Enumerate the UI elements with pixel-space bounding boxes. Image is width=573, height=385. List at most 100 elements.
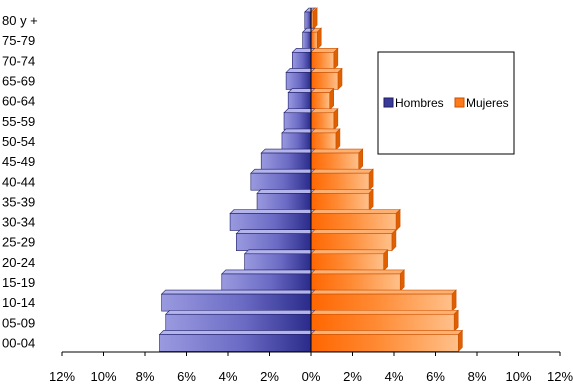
y-tick-label: 30-34: [2, 215, 35, 230]
bar-top-face: [229, 209, 316, 214]
bar-mujeres-00-04: [310, 329, 464, 353]
y-tick-label: 35-39: [2, 194, 35, 209]
bar-top-face: [310, 68, 343, 73]
bar-top-face: [310, 148, 364, 154]
bar-front-face: [287, 92, 312, 110]
bar-top-face: [310, 168, 374, 174]
bar-front-face: [310, 92, 330, 110]
bar-side-face: [368, 168, 374, 191]
x-tick-label: 10%: [90, 369, 116, 384]
bar-front-face: [281, 132, 312, 151]
bar-mujeres-05-09: [310, 309, 459, 332]
bar-hombres-25-29: [235, 228, 316, 252]
bar-mujeres-60-64: [310, 87, 335, 111]
y-tick-label: 40-44: [2, 174, 35, 189]
x-tick-label: 0%: [302, 369, 321, 384]
bar-front-face: [229, 213, 312, 231]
bar-front-face: [310, 253, 384, 272]
bar-mujeres-25-29: [310, 228, 397, 252]
bar-hombres-15-19: [221, 269, 316, 292]
bar-front-face: [302, 31, 312, 50]
bar-side-face: [333, 108, 339, 131]
bar-mujeres-40-44: [310, 168, 374, 191]
bar-side-face: [391, 228, 397, 252]
y-tick-label: 05-09: [2, 315, 35, 330]
bar-front-face: [310, 112, 335, 131]
bar-side-face: [451, 289, 457, 312]
bar-hombres-00-04: [158, 329, 316, 353]
bar-side-face: [333, 47, 339, 71]
plot-area: [158, 7, 464, 353]
legend-label-mujeres: Mujeres: [466, 96, 509, 110]
y-tick-label: 70-74: [2, 53, 35, 68]
bar-top-face: [310, 269, 405, 275]
bar-front-face: [310, 72, 339, 90]
bar-hombres-40-44: [250, 168, 316, 191]
y-tick-label: 10-14: [2, 295, 35, 310]
bar-side-face: [453, 309, 459, 332]
bar-hombres-20-24: [243, 249, 316, 272]
x-tick-label: 2%: [343, 369, 362, 384]
bar-top-face: [260, 148, 316, 154]
bar-front-face: [310, 213, 397, 231]
bar-top-face: [235, 229, 316, 234]
bar-front-face: [304, 11, 312, 30]
y-axis: 80 y + 75-79 70-74 65-69 60-64 55-59 50-54 45-4…: [2, 13, 38, 350]
bar-front-face: [292, 51, 312, 70]
bar-front-face: [310, 152, 360, 171]
y-tick-label: 80 y +: [2, 13, 38, 28]
bar-front-face: [310, 334, 459, 352]
bar-mujeres-75-79: [310, 27, 322, 50]
bar-front-face: [310, 132, 337, 151]
y-tick-label: 60-64: [2, 94, 35, 109]
x-axis: 12% 10% 8% 6% 4% 2% 0% 2% 4% 6% 8% 10% 12%: [49, 351, 573, 384]
y-tick-label: 00-04: [2, 335, 35, 350]
bar-front-face: [159, 334, 312, 352]
y-tick-label: 25-29: [2, 235, 35, 250]
y-tick-label: 45-49: [2, 154, 35, 169]
bar-side-face: [458, 329, 463, 353]
bar-side-face: [312, 7, 318, 30]
y-tick-label: 20-24: [2, 255, 35, 270]
bar-top-face: [310, 309, 459, 315]
bar-hombres-05-09: [165, 309, 316, 332]
bar-front-face: [250, 172, 312, 191]
x-tick-label: 4%: [219, 369, 238, 384]
x-tick-label: 10%: [505, 369, 531, 384]
bar-top-face: [310, 128, 341, 134]
x-tick-label: 6%: [177, 369, 196, 384]
y-tick-label: 55-59: [2, 114, 35, 129]
bar-side-face: [329, 87, 334, 111]
bar-front-face: [310, 193, 370, 211]
bar-top-face: [310, 330, 464, 335]
x-tick-label: 12%: [547, 369, 573, 384]
bar-front-face: [244, 253, 312, 272]
bar-side-face: [395, 208, 401, 232]
bar-top-face: [281, 128, 316, 134]
bar-front-face: [310, 293, 453, 312]
bar-top-face: [243, 249, 316, 255]
bar-mujeres-65-69: [310, 67, 343, 91]
bar-top-face: [310, 289, 457, 295]
bar-side-face: [337, 67, 343, 91]
bar-front-face: [310, 233, 393, 251]
bar-hombres-30-34: [229, 208, 316, 232]
bar-side-face: [399, 269, 405, 292]
bar-side-face: [368, 188, 374, 212]
bar-mujeres-70-74: [310, 47, 339, 71]
bar-hombres-50-54: [281, 128, 316, 151]
bar-mujeres-20-24: [310, 249, 389, 272]
bar-front-face: [283, 112, 312, 131]
bar-top-face: [310, 189, 374, 194]
bar-front-face: [310, 313, 455, 332]
bar-top-face: [221, 269, 316, 275]
x-tick-label: 6%: [426, 369, 445, 384]
y-tick-label: 15-19: [2, 275, 35, 290]
bar-side-face: [358, 148, 364, 171]
bar-mujeres-55-59: [310, 108, 339, 131]
bar-front-face: [310, 172, 370, 191]
x-tick-label: 8%: [468, 369, 487, 384]
bar-side-face: [383, 249, 388, 272]
x-tick-label: 4%: [385, 369, 404, 384]
